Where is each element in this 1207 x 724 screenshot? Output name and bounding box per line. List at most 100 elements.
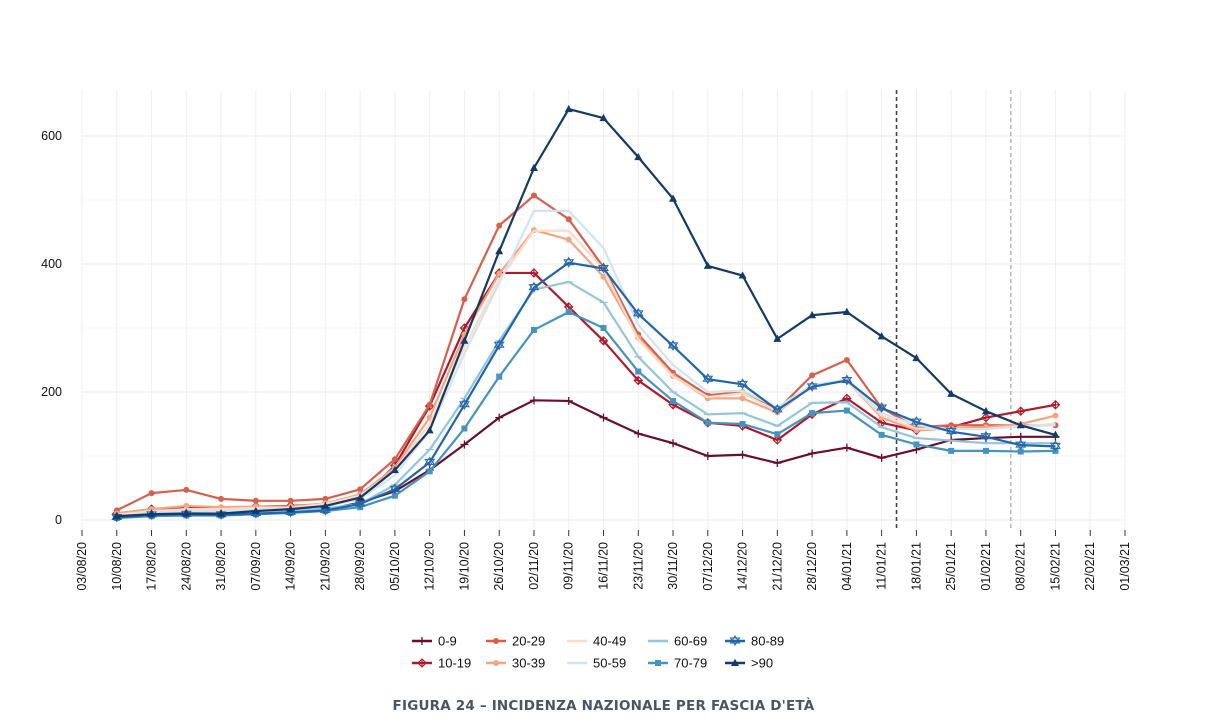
data-point-3-2: [148, 490, 155, 497]
data-point-9-13: [528, 281, 540, 293]
data-point-3-4: [218, 495, 225, 502]
legend-label-1: 0-9: [438, 634, 457, 649]
data-point-10-17: [669, 194, 678, 202]
data-point-9-28: [1050, 440, 1061, 452]
data-point-1-22: [842, 443, 851, 452]
data-point-8-21: [809, 410, 816, 417]
data-point-3-22: [843, 357, 850, 363]
data-point-10-6: [286, 504, 295, 513]
data-point-3-14: [565, 216, 572, 223]
data-point-10-3: [182, 509, 191, 517]
legend-label-8: 70-79: [674, 656, 707, 671]
data-point-10-4: [217, 509, 226, 517]
data-point-9-26: [980, 430, 992, 442]
data-point-1-14: [564, 396, 573, 405]
data-point-10-12: [495, 247, 504, 255]
series-line-4: [116, 228, 1056, 515]
data-point-9-14: [563, 256, 575, 268]
data-point-9-20: [771, 403, 783, 415]
x-tick-label-0: 03/08/20: [75, 542, 89, 591]
data-point-9-19: [737, 378, 748, 390]
legend-marker-3: [493, 638, 499, 644]
data-point-9-23: [876, 402, 888, 413]
data-point-10-20: [773, 334, 782, 342]
data-point-2-20: [772, 435, 783, 445]
x-tick-label-1: 10/08/20: [110, 542, 124, 591]
data-point-10-5: [251, 506, 260, 515]
data-point-2-27: [1015, 406, 1026, 416]
x-tick-label-28: 15/02/21: [1048, 542, 1062, 591]
series-lines: [111, 104, 1061, 523]
data-point-10-1: [112, 511, 121, 520]
data-point-8-13: [530, 326, 537, 333]
data-point-10-21: [808, 311, 817, 319]
data-point-8-10: [426, 468, 433, 475]
y-tick-label-1: 200: [41, 385, 62, 399]
legend-item-8: 70-79: [648, 656, 707, 671]
data-point-3-7: [322, 495, 329, 502]
figure-caption: FIGURA 24 – INCIDENZA NAZIONALE PER FASC…: [392, 698, 815, 714]
legend-item-10: >90: [725, 656, 773, 671]
data-point-10-18: [703, 261, 712, 269]
legend-item-3: 20-29: [486, 634, 545, 649]
data-point-9-17: [667, 339, 679, 351]
data-point-4-3: [183, 502, 190, 509]
data-point-10-11: [460, 336, 469, 344]
legend-item-1: 0-9: [412, 634, 457, 649]
series-line-10: [116, 108, 1056, 518]
data-point-3-9: [391, 456, 398, 463]
data-point-10-16: [634, 152, 643, 161]
data-point-2-28: [1050, 400, 1061, 410]
data-point-9-8: [354, 498, 366, 509]
data-point-1-15: [599, 413, 608, 422]
data-point-3-10: [426, 401, 433, 408]
y-tick-label-2: 400: [41, 257, 62, 271]
series-7: [112, 280, 1060, 518]
data-point-10-15: [599, 113, 608, 122]
data-point-8-26: [982, 447, 989, 454]
data-point-1-19: [738, 450, 747, 459]
data-point-8-14: [565, 309, 572, 315]
data-point-10-24: [912, 353, 921, 362]
data-point-8-23: [878, 431, 885, 438]
data-point-8-15: [600, 325, 607, 331]
x-tick-label-16: 23/11/20: [631, 542, 645, 590]
data-point-8-25: [948, 447, 955, 454]
data-point-2-15: [598, 336, 609, 346]
legend-label-5: 40-49: [593, 634, 626, 649]
data-point-8-20: [774, 431, 781, 438]
data-point-9-27: [1015, 439, 1027, 451]
x-tick-label-8: 28/09/20: [353, 542, 367, 591]
data-point-3-12: [496, 222, 503, 229]
data-point-3-11: [461, 296, 468, 303]
x-tick-label-5: 07/09/20: [249, 542, 263, 591]
x-tick-label-24: 18/01/21: [909, 542, 923, 591]
data-point-10-28: [1051, 430, 1060, 438]
data-point-9-25: [945, 425, 957, 437]
data-point-2-16: [633, 375, 644, 386]
data-point-10-25: [947, 389, 956, 397]
data-point-4-28: [1052, 412, 1059, 419]
data-point-8-12: [496, 373, 503, 380]
data-point-3-21: [809, 372, 816, 379]
legend-item-2: 10-19: [412, 656, 471, 671]
series-9: [111, 256, 1061, 523]
x-tick-label-25: 25/01/21: [944, 542, 958, 591]
legend-item-9: 80-89: [725, 634, 784, 649]
data-point-10-22: [842, 307, 851, 315]
data-point-10-9: [390, 465, 399, 474]
legend-label-9: 80-89: [751, 634, 784, 649]
data-point-1-21: [808, 449, 817, 458]
x-tick-label-4: 31/08/20: [214, 542, 228, 591]
data-point-10-14: [564, 104, 573, 113]
data-point-2-13: [529, 268, 539, 278]
data-point-3-5: [252, 497, 259, 504]
data-point-3-6: [287, 497, 294, 504]
data-point-10-23: [877, 332, 886, 340]
data-point-2-26: [981, 412, 991, 423]
data-point-8-11: [461, 425, 468, 432]
data-point-1-13: [529, 396, 538, 405]
series-10: [112, 104, 1060, 520]
series-line-3: [116, 194, 1056, 512]
data-point-4-19: [739, 395, 746, 402]
